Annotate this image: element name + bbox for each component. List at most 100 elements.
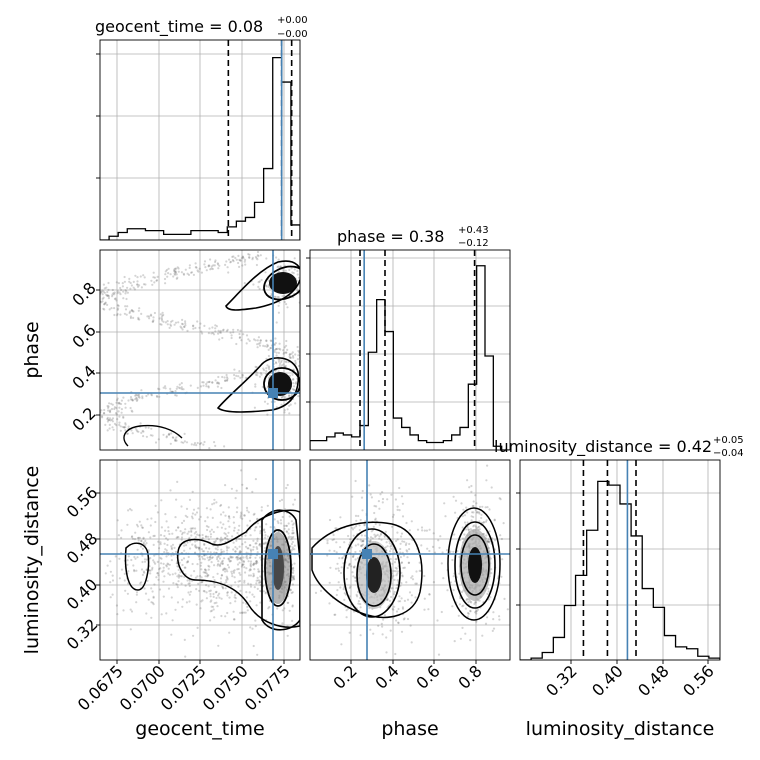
sample-point (263, 549, 266, 553)
sample-point (194, 544, 197, 547)
y-tick-label: 0.32 (63, 615, 102, 654)
sample-point (226, 578, 229, 581)
sample-point (391, 607, 394, 611)
sample-point (239, 556, 243, 559)
sample-point (140, 286, 143, 289)
sample-point (109, 419, 112, 422)
sample-point (111, 593, 114, 596)
sample-point (410, 520, 413, 523)
panel-hist-luminosity-distance: luminosity_distance = 0.42 +0.05 −0.04 (494, 435, 744, 661)
sample-point (201, 533, 204, 537)
sample-point (195, 588, 198, 591)
sample-point (410, 641, 413, 644)
sample-point (152, 534, 155, 538)
sample-point (340, 643, 343, 646)
sample-point (176, 535, 179, 539)
sample-point (266, 402, 269, 405)
sample-point (153, 534, 156, 538)
sample-point (487, 540, 490, 543)
sample-point (167, 530, 170, 533)
sample-point (224, 379, 227, 382)
sample-point (333, 613, 336, 616)
sample-point (265, 591, 268, 594)
sample-point (232, 548, 235, 551)
sample-point (159, 534, 163, 537)
sample-point (194, 527, 197, 530)
sample-point (216, 537, 219, 540)
sample-point (248, 519, 252, 522)
sample-point (191, 517, 194, 520)
sample-point (292, 532, 295, 535)
sample-point (467, 601, 470, 604)
y-tick-label: 0.4 (68, 361, 99, 392)
sample-point (202, 571, 205, 574)
sample-point (394, 498, 397, 501)
sample-point (420, 526, 424, 529)
y-ticks (516, 492, 520, 606)
sample-point (473, 524, 476, 527)
sample-point (401, 502, 404, 505)
sample-point (472, 511, 475, 514)
sample-point (423, 529, 426, 532)
sample-point (214, 327, 217, 330)
sample-point (241, 374, 244, 377)
sample-point (303, 272, 305, 274)
sample-point (219, 513, 223, 516)
sample-point (213, 582, 216, 585)
sample-point (288, 355, 291, 358)
sample-point (111, 293, 114, 296)
sample-point (111, 579, 115, 582)
sample-point (285, 344, 288, 347)
sample-point (265, 339, 268, 343)
sample-point (156, 395, 159, 398)
sample-point (282, 352, 285, 355)
sample-point (244, 534, 247, 537)
histogram-luminosity-distance (520, 480, 720, 660)
sample-point (225, 260, 228, 263)
sample-point (343, 541, 346, 544)
sample-point (275, 256, 278, 259)
sample-point (358, 524, 361, 527)
sample-point (220, 386, 223, 390)
sample-point (329, 566, 332, 569)
sample-point (270, 339, 273, 342)
sample-point (232, 571, 236, 574)
sample-point (485, 519, 488, 522)
sample-point (454, 511, 457, 514)
sample-point (235, 342, 238, 346)
sample-point (294, 361, 297, 365)
sample-point (331, 538, 334, 542)
sample-point (393, 605, 396, 608)
sample-point (102, 412, 106, 415)
sample-point (468, 599, 471, 602)
sample-point (285, 360, 288, 364)
sample-point (401, 575, 404, 578)
sample-point (252, 539, 255, 542)
sample-point (304, 381, 306, 383)
sample-point (352, 554, 355, 557)
sample-point (216, 548, 219, 551)
sample-point (226, 535, 229, 538)
sample-point (151, 568, 154, 571)
sample-point (154, 562, 157, 565)
sample-point (335, 527, 338, 530)
sample-point (183, 432, 186, 435)
sample-point (282, 363, 285, 366)
sample-point (146, 315, 149, 318)
sample-point (359, 518, 362, 522)
sample-point (499, 498, 502, 501)
sample-point (184, 322, 187, 325)
sample-point (136, 283, 139, 286)
sample-point (188, 582, 191, 585)
y-ticks (306, 257, 310, 403)
sample-point (156, 511, 159, 514)
sample-point (375, 534, 378, 537)
sample-point (134, 427, 137, 430)
sample-point (253, 586, 256, 589)
sample-point (249, 564, 252, 567)
sample-point (123, 426, 126, 429)
sample-point (163, 534, 166, 538)
sample-point (190, 530, 193, 534)
sample-point (158, 588, 162, 591)
sample-point (135, 591, 139, 594)
